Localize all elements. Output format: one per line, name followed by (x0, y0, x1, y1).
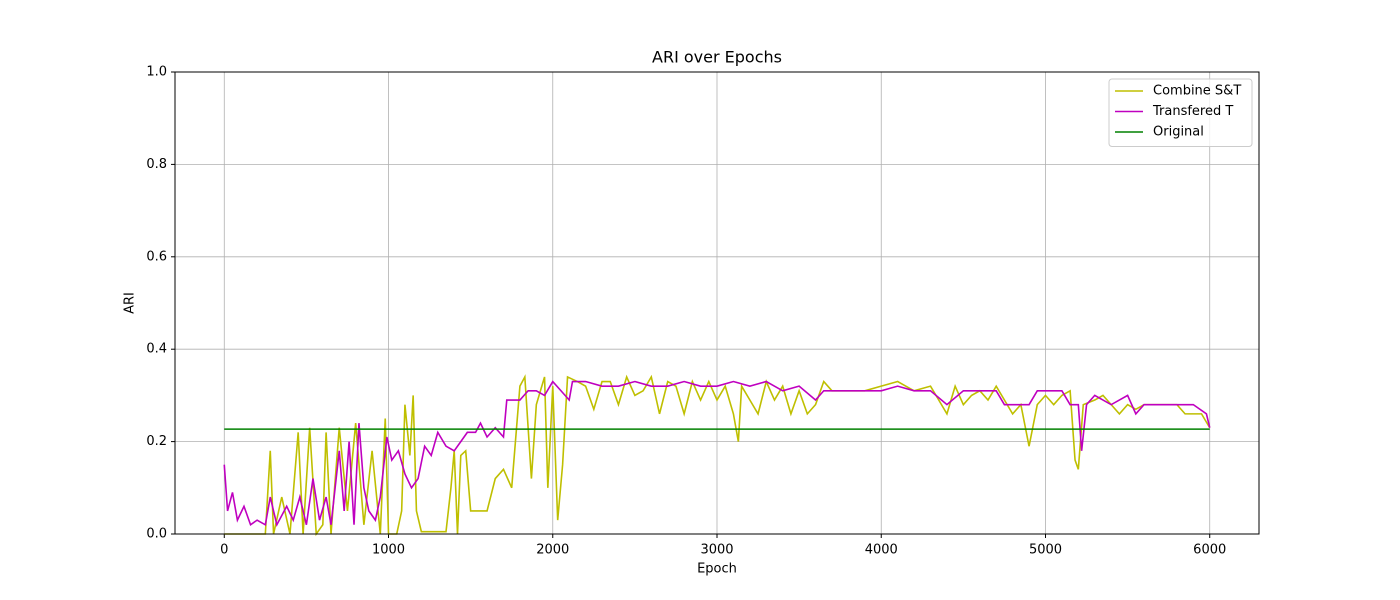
x-tick-label: 4000 (865, 543, 898, 558)
y-tick-label: 0.0 (146, 527, 167, 542)
series-line (223, 380, 1211, 528)
y-tick-label: 0.6 (146, 249, 167, 264)
y-tick-label: 0.4 (146, 342, 167, 357)
x-axis-label: Epoch (697, 562, 737, 577)
y-axis-label: ARI (123, 292, 138, 314)
x-tick-label: 5000 (1029, 543, 1062, 558)
legend: Combine S&T Transfered T Original (1108, 78, 1253, 147)
x-tick-label: 3000 (700, 543, 733, 558)
legend-label: Transfered T (1152, 104, 1233, 119)
x-tick-label: 1000 (372, 543, 405, 558)
y-tick-label: 1.0 (146, 65, 167, 80)
x-tick-label: 2000 (536, 543, 569, 558)
legend-box (1108, 78, 1253, 147)
y-tick-label: 0.2 (146, 434, 167, 449)
chart-title: ARI over Epochs (652, 48, 782, 67)
plot-frame (174, 71, 1260, 535)
x-tick-label: 6000 (1193, 543, 1226, 558)
x-tick-label: 0 (220, 543, 228, 558)
legend-label: Original (1153, 125, 1204, 140)
series-line (224, 374, 1211, 537)
y-tick-label: 0.8 (146, 157, 167, 172)
legend-label: Combine S&T (1153, 84, 1241, 99)
